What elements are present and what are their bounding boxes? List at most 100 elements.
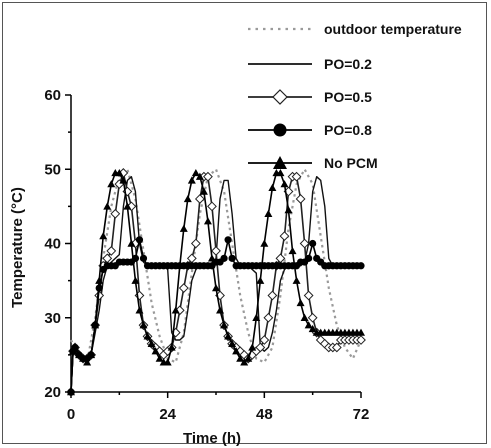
data-point: [308, 324, 317, 333]
data-point: [296, 298, 305, 307]
chart-frame: [2, 2, 487, 444]
data-point: [236, 354, 245, 362]
data-point: [79, 354, 88, 362]
data-point: [264, 209, 273, 217]
data-point: [288, 246, 297, 255]
legend-marker: [272, 89, 288, 105]
data-point: [207, 201, 217, 212]
data-point: [268, 183, 277, 192]
y-tick-label: 50: [44, 161, 61, 178]
data-point: [191, 168, 200, 177]
data-point: [119, 176, 128, 184]
data-point: [276, 168, 285, 177]
data-point: [305, 254, 313, 262]
series-3: [67, 236, 365, 396]
data-point: [295, 194, 306, 204]
data-point: [107, 180, 116, 188]
data-point: [300, 313, 309, 321]
x-tick-label: 72: [353, 406, 370, 423]
data-point: [207, 254, 216, 262]
data-point: [131, 276, 140, 284]
data-point: [106, 246, 117, 256]
series-4: [67, 168, 365, 396]
data-point: [110, 208, 121, 219]
data-point: [228, 254, 236, 262]
data-point: [216, 306, 225, 314]
x-axis-title: Time (h): [183, 430, 241, 447]
data-point: [259, 335, 270, 345]
data-point: [155, 354, 164, 362]
data-point: [167, 343, 176, 351]
data-point: [220, 321, 229, 329]
legend-label: outdoor temperature: [324, 21, 462, 37]
x-tick-label: 24: [159, 406, 176, 423]
legend-label: No PCM: [324, 155, 378, 171]
data-point: [87, 350, 96, 359]
data-point: [103, 202, 112, 210]
data-point: [203, 171, 213, 182]
data-point: [267, 290, 278, 301]
data-point: [357, 262, 365, 270]
data-point: [183, 194, 192, 203]
data-point: [95, 276, 104, 284]
data-point: [175, 261, 184, 269]
data-point: [115, 168, 124, 177]
data-point: [224, 236, 232, 244]
data-point: [178, 283, 189, 293]
data-point: [232, 347, 241, 355]
data-point: [356, 335, 366, 345]
data-point: [99, 232, 108, 240]
y-axis-title: Temperature (°C): [9, 187, 26, 308]
data-point: [303, 290, 314, 301]
data-point: [260, 239, 269, 247]
data-point: [71, 343, 80, 351]
data-point: [91, 321, 100, 329]
data-point: [139, 321, 148, 329]
data-point: [252, 313, 261, 321]
legend-marker: [273, 123, 287, 137]
data-point: [139, 254, 148, 262]
data-point: [135, 236, 144, 244]
data-point: [179, 224, 188, 232]
y-tick-label: 60: [44, 87, 61, 104]
data-point: [280, 180, 289, 188]
data-point: [151, 347, 160, 355]
legend-label: PO=0.8: [324, 122, 372, 138]
data-point: [307, 312, 318, 323]
data-point: [255, 342, 266, 353]
data-point: [199, 187, 208, 195]
data-point: [224, 332, 233, 340]
data-point: [102, 253, 113, 264]
data-point: [357, 328, 365, 336]
data-point: [147, 339, 156, 347]
data-point: [256, 276, 265, 284]
data-point: [331, 342, 342, 353]
legend-label: PO=0.2: [324, 56, 372, 72]
data-point: [291, 171, 302, 182]
series-line: [70, 168, 363, 364]
x-tick-label: 48: [256, 406, 273, 423]
legend: outdoor temperature PO=0.2 PO=0.5 PO=0.8 No …: [248, 21, 462, 171]
data-point: [187, 176, 196, 184]
data-point: [248, 343, 257, 351]
data-point: [244, 354, 253, 362]
data-point: [284, 206, 293, 214]
data-point: [83, 358, 92, 366]
data-point: [127, 239, 136, 247]
series-layer: [66, 168, 366, 397]
data-point: [212, 284, 220, 292]
data-point: [220, 254, 228, 262]
data-point: [123, 202, 132, 210]
data-point: [292, 276, 301, 284]
data-point: [299, 238, 310, 249]
data-point: [275, 253, 286, 264]
data-point: [203, 217, 212, 225]
data-point: [240, 358, 249, 366]
data-point: [69, 347, 78, 355]
data-point: [143, 332, 152, 340]
data-point: [263, 312, 274, 323]
data-point: [211, 246, 221, 256]
data-point: [163, 358, 172, 366]
data-point: [228, 339, 237, 347]
